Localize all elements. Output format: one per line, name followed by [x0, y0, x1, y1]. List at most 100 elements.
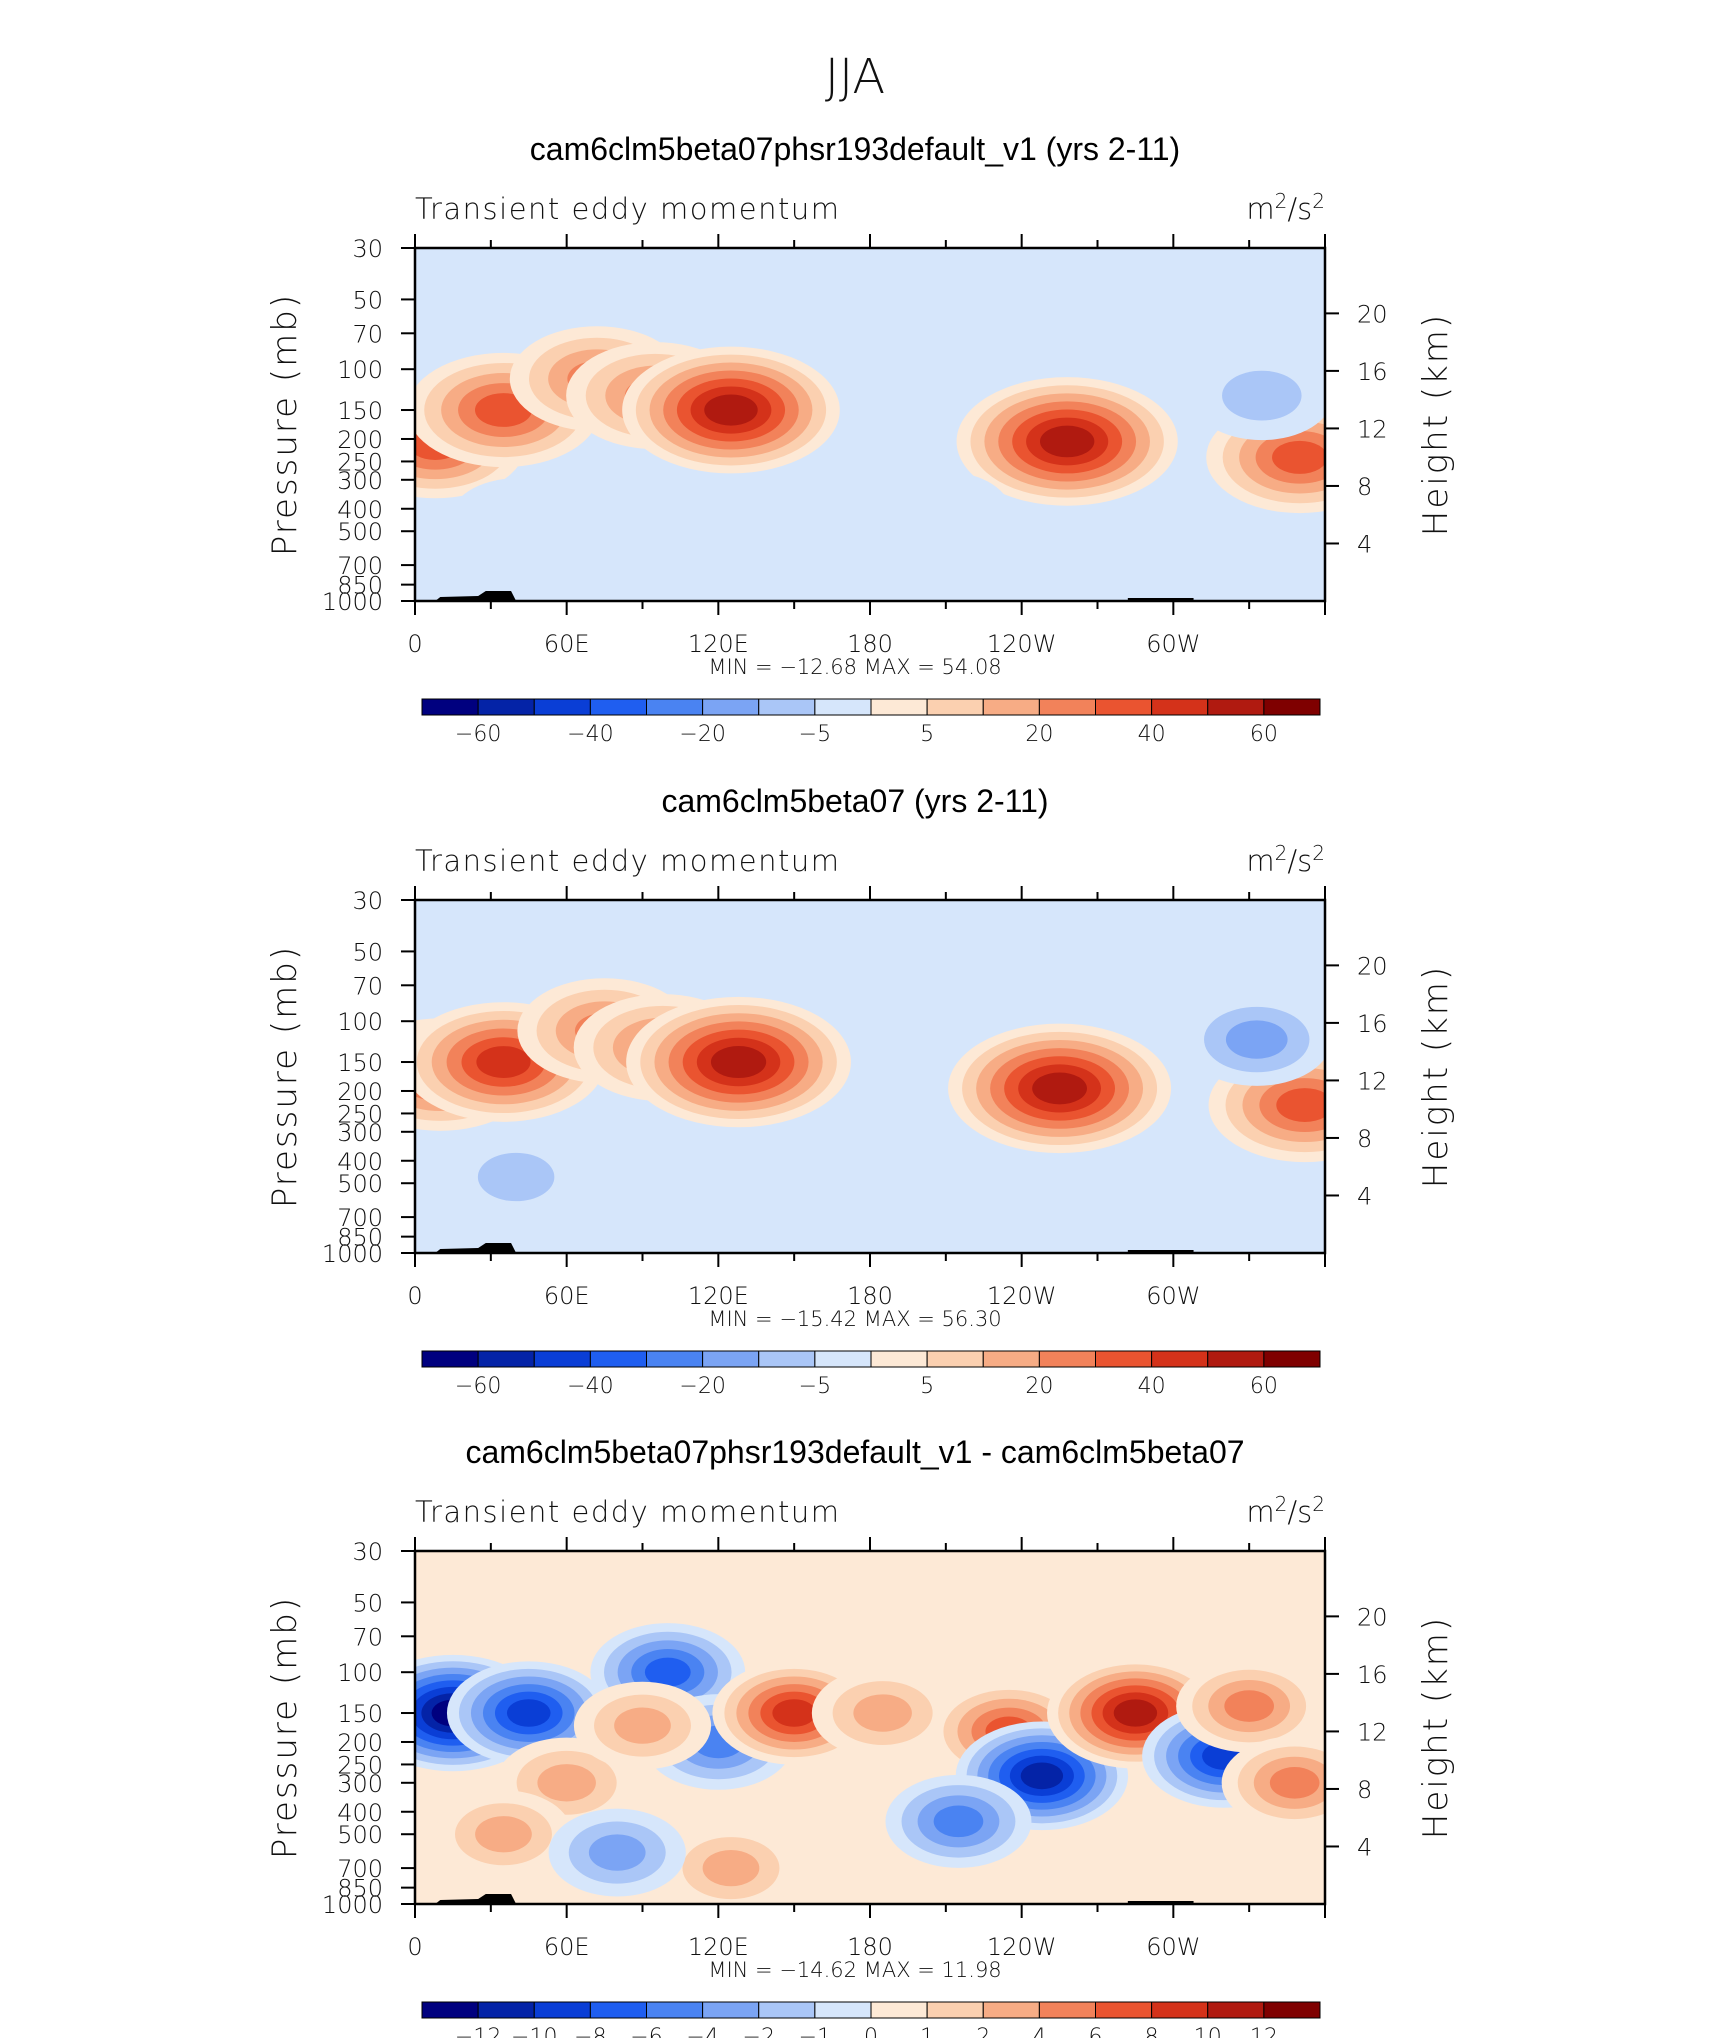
left-label: Transient eddy momentum — [415, 844, 841, 878]
colorbar-label: 60 — [1250, 1374, 1278, 1399]
colorbar-swatch — [702, 698, 760, 716]
colorbar-swatch — [870, 1350, 928, 1368]
y-tick-label: 1000 — [322, 588, 383, 616]
y2-tick-label: 16 — [1357, 1661, 1388, 1689]
y-tick-label: 200 — [337, 1729, 383, 1757]
y-tick-label: 400 — [337, 496, 383, 524]
y-tick-label: 100 — [337, 1008, 383, 1036]
y-tick-label: 200 — [337, 426, 383, 454]
colorbar-label: −5 — [799, 722, 831, 747]
y-tick-label: 150 — [337, 1049, 383, 1077]
y-tick-label: 300 — [337, 1770, 383, 1798]
colorbar-swatch — [589, 2001, 647, 2019]
colorbar-swatch — [1207, 2001, 1265, 2019]
contour-blob — [614, 1707, 671, 1744]
colorbar-swatch — [1263, 1350, 1321, 1368]
contour-blob — [880, 471, 1012, 556]
contour-field — [415, 248, 1325, 601]
colorbar-swatch — [477, 698, 535, 716]
contour-blob — [537, 1764, 596, 1802]
colorbar: −12 −10 −8 −6 −4 −2 −1 0 1 2 4 6 8 10 12 — [421, 2001, 1321, 2038]
x-tick-label: 60E — [544, 1282, 590, 1310]
x-tick-label: 60W — [1146, 1282, 1200, 1310]
colorbar-label: 1 — [920, 2025, 934, 2038]
y2-tick-label: 4 — [1357, 1182, 1372, 1210]
colorbar: −60 −40 −20 −5 5 20 40 60 — [421, 1350, 1321, 1399]
y2-tick-label: 16 — [1357, 358, 1388, 386]
colorbar-label: −2 — [743, 2025, 775, 2038]
x-tick-label: 60W — [1146, 630, 1200, 658]
contour-blob — [772, 1699, 816, 1727]
y-tick-label: 30 — [352, 235, 383, 263]
units-label: m2/s2 — [1246, 841, 1325, 878]
y2-tick-label: 8 — [1357, 1125, 1372, 1153]
colorbar-label: 0 — [864, 2025, 878, 2038]
y2-tick-label: 4 — [1357, 1833, 1372, 1861]
page-title: JJA — [825, 49, 885, 105]
colorbar-label: −4 — [686, 2025, 718, 2038]
colorbar-label: 40 — [1138, 1374, 1166, 1399]
colorbar-label: 60 — [1250, 722, 1278, 747]
contour-blob — [1225, 1020, 1288, 1059]
colorbar-swatch — [1263, 698, 1321, 716]
contour-blob — [475, 1816, 532, 1853]
x-tick-label: 0 — [407, 1282, 422, 1310]
y-tick-label: 70 — [352, 1623, 383, 1651]
colorbar-swatch — [421, 698, 479, 716]
contour-blob — [474, 393, 532, 427]
colorbar-label: −20 — [679, 1374, 725, 1399]
x-tick-label: 180 — [847, 1933, 893, 1961]
y-tick-label: 100 — [337, 356, 383, 384]
y-tick-label: 500 — [337, 1821, 383, 1849]
contour-blob — [854, 1126, 987, 1210]
min-max-label: MIN = −12.68 MAX = 54.08 — [708, 655, 1001, 679]
colorbar-swatch — [870, 698, 928, 716]
colorbar-swatch — [1095, 2001, 1153, 2019]
y2-tick-label: 4 — [1357, 530, 1372, 558]
colorbar-swatch — [982, 2001, 1040, 2019]
contour-blob — [449, 478, 583, 563]
colorbar-label: −40 — [567, 722, 613, 747]
min-max-label: MIN = −15.42 MAX = 56.30 — [708, 1307, 1001, 1331]
colorbar-swatch — [870, 2001, 928, 2019]
contour-blob — [704, 394, 758, 426]
colorbar-swatch — [1263, 2001, 1321, 2019]
left-label: Transient eddy momentum — [415, 1495, 841, 1529]
colorbar-swatch — [702, 1350, 760, 1368]
y-tick-label: 50 — [352, 1589, 383, 1617]
contour-blob — [1113, 1699, 1158, 1727]
colorbar-swatch — [1151, 698, 1209, 716]
x-tick-label: 180 — [847, 1282, 893, 1310]
y-tick-label: 100 — [337, 1659, 383, 1687]
panel-title: cam6clm5beta07phsr193default_v1 (yrs 2-1… — [530, 131, 1180, 167]
contour-blob — [1272, 440, 1325, 474]
colorbar-swatch — [982, 1350, 1040, 1368]
colorbar-label: −8 — [574, 2025, 606, 2038]
x-tick-label: 120E — [688, 1282, 749, 1310]
panel-title: cam6clm5beta07phsr193default_v1 - cam6cl… — [465, 1434, 1244, 1470]
topography — [435, 1894, 517, 1904]
y-axis-label: Pressure (mb) — [265, 1596, 305, 1859]
colorbar-label: 5 — [920, 722, 934, 747]
y2-axis-label: Height (km) — [1416, 313, 1456, 536]
contour-blob — [702, 1849, 760, 1887]
colorbar-swatch — [589, 698, 647, 716]
y-tick-label: 700 — [337, 552, 383, 580]
colorbar-swatch — [1151, 1350, 1209, 1368]
colorbar-swatch — [814, 698, 872, 716]
colorbar-swatch — [533, 1350, 591, 1368]
contour-blob — [476, 1046, 531, 1078]
y-tick-label: 250 — [337, 1100, 383, 1128]
left-label: Transient eddy momentum — [415, 192, 841, 226]
contour-blob — [1269, 1766, 1320, 1799]
units-label: m2/s2 — [1246, 189, 1325, 226]
y2-tick-label: 12 — [1357, 1718, 1388, 1746]
chart-panel-2: cam6clm5beta07 (yrs 2-11) Transient eddy … — [265, 783, 1456, 1399]
colorbar-label: −20 — [679, 722, 725, 747]
topography — [1127, 598, 1194, 601]
colorbar-label: −60 — [455, 722, 501, 747]
colorbar-label: 5 — [920, 1374, 934, 1399]
y2-tick-label: 8 — [1357, 473, 1372, 501]
min-max-label: MIN = −14.62 MAX = 11.98 — [708, 1958, 1001, 1982]
